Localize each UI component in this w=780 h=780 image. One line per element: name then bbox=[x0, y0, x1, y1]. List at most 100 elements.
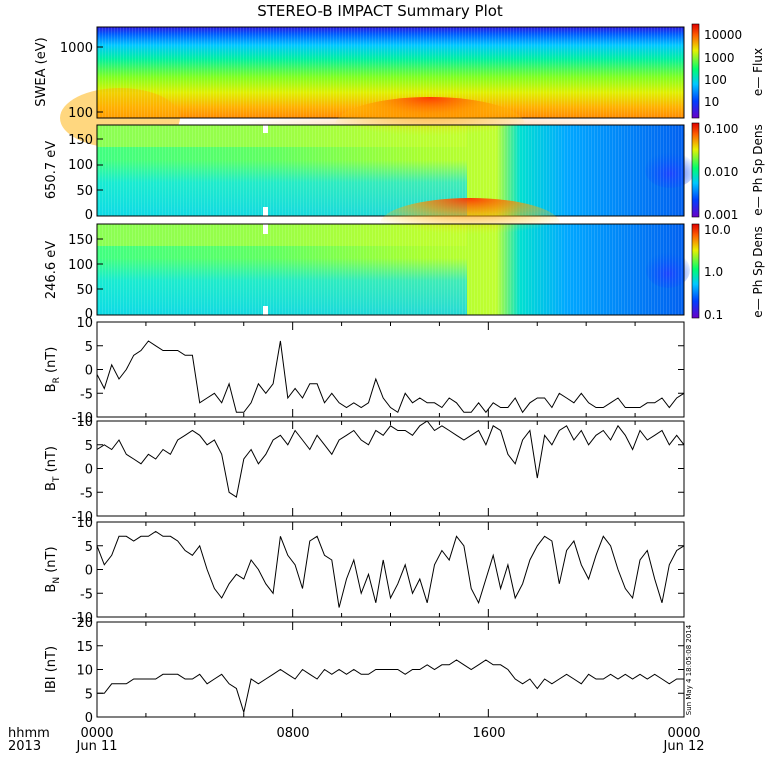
pa246-ytick-50: 50 bbox=[76, 283, 93, 298]
pa246-yticks: 150 100 50 0 bbox=[68, 233, 103, 322]
pa650-panel: 150 100 50 0 650.7 eV 0.100 0.010 0.001 … bbox=[44, 97, 765, 223]
bmag-ytick-label: 10 bbox=[76, 664, 93, 679]
bt-ytick-label: 0 bbox=[85, 463, 93, 478]
pa246-frame bbox=[96, 223, 685, 316]
pa246-ytick-150: 150 bbox=[68, 233, 93, 248]
time-tick-0000-end: 0000 bbox=[667, 726, 700, 741]
pa650-cb-tick-0001: 0.001 bbox=[704, 208, 738, 222]
pa246-ytick-0: 0 bbox=[85, 307, 93, 322]
bt-series-line bbox=[96, 420, 685, 498]
swea-colorbar-ticks: 10000 1000 100 10 bbox=[704, 28, 742, 109]
bt-ytick-label: -5 bbox=[80, 486, 93, 501]
bn-series-line bbox=[96, 530, 685, 608]
time-tick-1600: 1600 bbox=[472, 726, 505, 741]
bt-ytick-label: 5 bbox=[85, 439, 93, 454]
pa650-gap-top bbox=[263, 125, 268, 133]
swea-cb-tick-1000: 1000 bbox=[704, 51, 735, 65]
pa246-gap-bottom bbox=[263, 306, 268, 315]
bmag-panel: 20 15 10 5 0 IBI (nT) bbox=[44, 616, 685, 726]
swea-cb-tick-10000: 10000 bbox=[704, 28, 742, 42]
pa650-texture bbox=[97, 125, 684, 216]
bt-ytick-label: 10 bbox=[76, 415, 93, 430]
time-tick-0800: 0800 bbox=[276, 726, 309, 741]
bn-panel: 10 5 0 -5 -10 BN (nT) bbox=[44, 516, 685, 626]
bn-ylabel-unit: (nT) bbox=[44, 546, 59, 576]
bmag-series-line bbox=[97, 659, 684, 715]
pa246-ylabel: 246.6 eV bbox=[44, 241, 59, 299]
time-axis-year-label: 2013 bbox=[8, 739, 41, 754]
br-ylabel-unit: (nT) bbox=[44, 347, 59, 377]
bn-ylabel-main: B bbox=[44, 584, 59, 593]
br-ylabel-main: B bbox=[44, 383, 59, 392]
br-ytick-label: 0 bbox=[85, 364, 93, 379]
time-tick-jun11: Jun 11 bbox=[76, 739, 118, 754]
swea-cb-tick-100: 100 bbox=[704, 73, 727, 87]
pa650-ytick-100: 100 bbox=[68, 158, 93, 173]
bn-ylabel: BN (nT) bbox=[44, 546, 62, 592]
bmag-ylabel-main: IBI (nT) bbox=[44, 646, 59, 693]
bn-frame bbox=[96, 521, 685, 618]
pa650-ylabel: 650.7 eV bbox=[44, 141, 59, 199]
pa246-cb-tick-01: 0.1 bbox=[704, 308, 723, 322]
swea-cb-tick-10: 10 bbox=[704, 95, 719, 109]
pa246-ytick-100: 100 bbox=[68, 258, 93, 273]
bn-ytick-label: 10 bbox=[76, 516, 93, 531]
pa650-ytick-0: 0 bbox=[85, 208, 93, 223]
swea-ytick-100: 100 bbox=[68, 106, 93, 121]
time-axis: hhmm 2013 0000 Jun 11 0800 1600 0000 Jun… bbox=[8, 726, 705, 754]
bmag-ytick-label: 20 bbox=[76, 616, 93, 631]
br-ytick-label: -10 bbox=[72, 411, 93, 426]
generation-timestamp: Sun May 4 18:05:08 2014 bbox=[685, 624, 693, 715]
time-tick-0000: 0000 bbox=[80, 726, 113, 741]
bmag-ytick-label: 5 bbox=[85, 687, 93, 702]
br-ylabel: BR (nT) bbox=[44, 347, 62, 393]
pa246-cb-tick-1: 1.0 bbox=[704, 265, 723, 279]
bt-ylabel-main: B bbox=[44, 482, 59, 491]
pa246-colorbar bbox=[691, 223, 700, 319]
pa246-gap-top bbox=[263, 224, 268, 234]
swea-colorbar bbox=[691, 23, 700, 119]
bt-ytick-label: -10 bbox=[72, 510, 93, 525]
swea-ylabel: SWEA (eV) bbox=[34, 37, 49, 106]
bn-ytick-label: -10 bbox=[72, 611, 93, 626]
br-ytick-label: 5 bbox=[85, 340, 93, 355]
swea-yticks: 1000 100 bbox=[60, 41, 103, 121]
pa650-colorbar bbox=[691, 122, 700, 218]
bt-panel: 10 5 0 -5 -10 BT (nT) bbox=[44, 415, 685, 525]
br-series-line bbox=[96, 340, 685, 414]
pa650-gap-bottom bbox=[263, 207, 268, 216]
pa650-colorbar-label: e— Ph Sp Dens bbox=[751, 124, 765, 215]
bt-ylabel-unit: (nT) bbox=[44, 446, 59, 476]
bmag-ytick-label: 0 bbox=[85, 711, 93, 726]
pa246-panel: 150 100 50 0 246.6 eV 10.0 1.0 0.1 e— Ph… bbox=[44, 198, 765, 322]
bn-ytick-label: 5 bbox=[85, 540, 93, 555]
br-ytick-label: 10 bbox=[76, 316, 93, 331]
br-ylabel-sub: R bbox=[52, 377, 62, 383]
bmag-ytick-label: 15 bbox=[76, 640, 93, 655]
pa650-cb-tick-0100: 0.100 bbox=[704, 122, 738, 136]
pa246-colorbar-ticks: 10.0 1.0 0.1 bbox=[704, 223, 731, 322]
br-frame bbox=[96, 321, 685, 418]
chart-title: STEREO-B IMPACT Summary Plot bbox=[257, 2, 503, 20]
bn-ytick-label: -5 bbox=[80, 587, 93, 602]
br-ytick-label: -5 bbox=[80, 387, 93, 402]
pa246-colorbar-label: e— Ph Sp Dens bbox=[751, 226, 765, 317]
time-axis-format-label: hhmm bbox=[8, 726, 50, 741]
swea-colorbar-label: e— Flux bbox=[751, 48, 765, 96]
pa246-cb-tick-10: 10.0 bbox=[704, 223, 731, 237]
bt-ylabel: BT (nT) bbox=[44, 446, 62, 491]
pa650-ytick-50: 50 bbox=[76, 184, 93, 199]
pa650-colorbar-ticks: 0.100 0.010 0.001 bbox=[704, 122, 738, 222]
pa650-yticks: 150 100 50 0 bbox=[68, 133, 103, 223]
br-panel: 10 5 0 -5 -10 BR (nT) bbox=[44, 316, 685, 426]
bmag-ylabel: IBI (nT) bbox=[44, 646, 59, 693]
pa246-texture bbox=[97, 224, 684, 315]
bn-ylabel-sub: N bbox=[52, 577, 62, 584]
pa650-ytick-150: 150 bbox=[68, 133, 93, 148]
pa650-cb-tick-0010: 0.010 bbox=[704, 165, 738, 179]
bn-ytick-label: 0 bbox=[85, 564, 93, 579]
swea-ytick-1000: 1000 bbox=[60, 41, 93, 56]
time-tick-jun12: Jun 12 bbox=[663, 739, 705, 754]
